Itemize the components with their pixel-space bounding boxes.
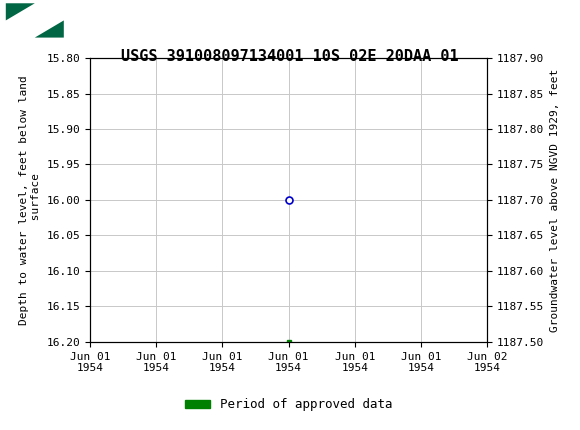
Y-axis label: Depth to water level, feet below land
 surface: Depth to water level, feet below land su… (19, 75, 41, 325)
Polygon shape (6, 3, 35, 20)
Text: USGS 391008097134001 10S 02E 20DAA 01: USGS 391008097134001 10S 02E 20DAA 01 (121, 49, 459, 64)
Y-axis label: Groundwater level above NGVD 1929, feet: Groundwater level above NGVD 1929, feet (550, 68, 560, 332)
Polygon shape (35, 20, 64, 37)
Text: USGS: USGS (75, 13, 112, 28)
Legend: Period of approved data: Period of approved data (180, 393, 397, 417)
FancyBboxPatch shape (6, 3, 64, 37)
